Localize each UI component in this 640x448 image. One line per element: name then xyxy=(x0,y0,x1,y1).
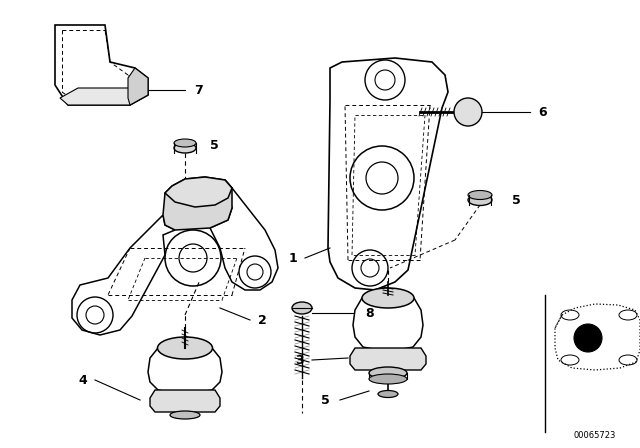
Ellipse shape xyxy=(378,391,398,397)
Text: 6: 6 xyxy=(538,105,547,119)
Text: 00065723: 00065723 xyxy=(574,431,616,439)
Ellipse shape xyxy=(369,367,407,379)
Ellipse shape xyxy=(292,302,312,314)
Text: 5: 5 xyxy=(321,393,330,406)
Polygon shape xyxy=(328,58,448,290)
Ellipse shape xyxy=(369,374,407,384)
Text: 7: 7 xyxy=(194,83,203,96)
Text: 1: 1 xyxy=(288,251,297,264)
Text: 8: 8 xyxy=(365,306,374,319)
Ellipse shape xyxy=(468,190,492,199)
Text: 5: 5 xyxy=(512,194,521,207)
Ellipse shape xyxy=(157,337,212,359)
Polygon shape xyxy=(72,215,175,335)
Polygon shape xyxy=(350,348,426,370)
Text: 3: 3 xyxy=(296,353,304,366)
Polygon shape xyxy=(210,180,278,290)
Text: 5: 5 xyxy=(210,138,219,151)
Ellipse shape xyxy=(174,139,196,147)
Polygon shape xyxy=(60,88,148,105)
Ellipse shape xyxy=(468,194,492,206)
Ellipse shape xyxy=(174,143,196,153)
Polygon shape xyxy=(150,390,220,412)
Ellipse shape xyxy=(362,288,414,308)
Polygon shape xyxy=(353,298,423,352)
Polygon shape xyxy=(165,177,232,207)
Circle shape xyxy=(574,324,602,352)
Ellipse shape xyxy=(170,411,200,419)
Polygon shape xyxy=(128,68,148,105)
Polygon shape xyxy=(148,348,222,395)
Circle shape xyxy=(454,98,482,126)
Text: 4: 4 xyxy=(78,374,87,387)
Text: 2: 2 xyxy=(258,314,267,327)
Polygon shape xyxy=(55,25,148,105)
Polygon shape xyxy=(163,177,232,230)
